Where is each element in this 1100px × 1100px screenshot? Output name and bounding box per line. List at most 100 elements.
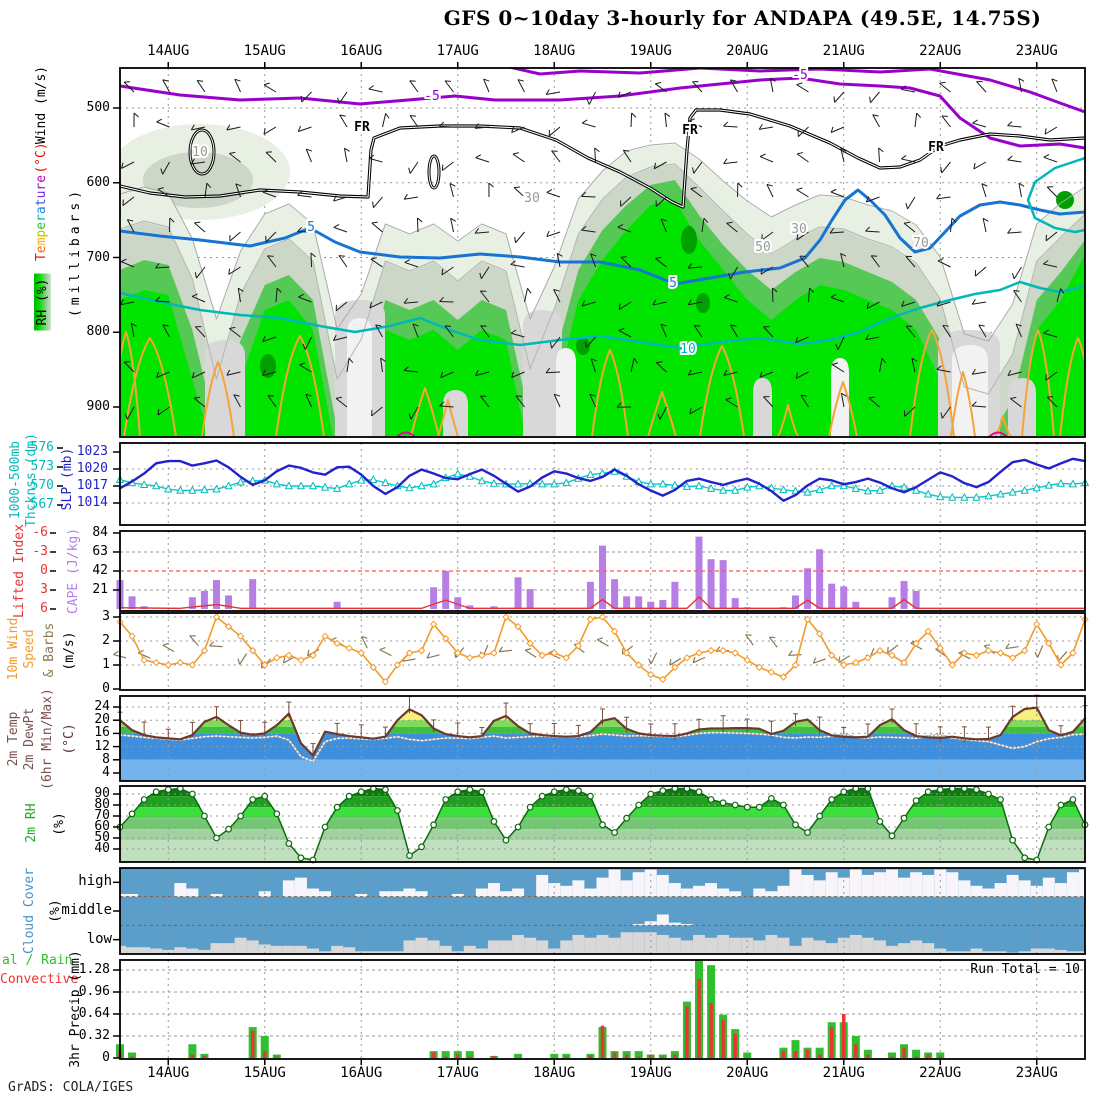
page-title: GFS 0~10day 3-hourly for ANDAPA (49.5E, … [443,6,1042,30]
tick-label: middle [61,902,112,918]
day-label: 22AUG [919,43,962,59]
contour-labels: -5 -5 FR FR FR 5 5 10 10 30 30 50 70 [190,66,946,359]
grads-credit: GrADS: COLA/IGES [8,1080,134,1095]
tick-label: 84 [92,524,108,540]
tick-label: 90 [94,786,110,801]
tick-label: 8 [102,751,110,767]
tick-label: 500 [86,100,110,115]
label-rh-chip: RH (%) [34,273,51,331]
day-label: 21AUG [822,43,865,59]
day-label: 19AUG [629,1065,672,1081]
tick-label: 40 [94,841,110,856]
tick-label: 1020 [76,461,108,476]
tick-label: 80 [94,797,110,812]
tick-label: 1.28 [78,962,110,977]
svg-text:10: 10 [192,145,208,160]
day-label: 18AUG [533,43,576,59]
svg-text:30: 30 [791,222,807,237]
day-label: 17AUG [436,43,479,59]
tick-label: 0 [102,681,110,696]
tick-label: 0.64 [78,1006,110,1021]
wind10m-panel [113,613,1089,690]
tick-label: 3 [40,581,48,597]
svg-text:50: 50 [755,240,771,255]
day-label: 20AUG [726,1065,769,1081]
cape-li-panel [116,531,1086,611]
label-temperature: Temperature [34,174,49,262]
day-label: 23AUG [1015,1065,1058,1081]
tick-label: 0.96 [78,984,110,999]
day-label: 16AUG [340,1065,383,1081]
svg-text:FR: FR [928,140,944,155]
svg-text:FR: FR [354,120,370,135]
panel-frames [50,62,1086,1065]
tick-label: 1014 [76,495,108,510]
slp-thickness-panel [116,443,1089,525]
tick-label: 70 [94,808,110,823]
tick-label: 576 [30,440,54,455]
rh2m-panel [116,785,1089,864]
tick-label: 1017 [76,478,108,493]
tick-label: 600 [86,174,110,190]
svg-text:-5: -5 [424,89,440,104]
tick-label: 20 [94,712,110,728]
label-minmax: (6hr Min/Max) [40,688,55,790]
tick-label: 24 [94,699,110,714]
precip-panel [116,960,1085,1059]
label-cloud-cover: Cloud Cover [22,867,37,955]
tick-label: low [86,930,112,947]
day-label: 16AUG [340,43,383,59]
label-barbs: & Barbs [42,622,57,678]
upper-air-panel [120,68,1085,437]
tick-label: high [78,873,112,890]
day-label: 22AUG [919,1065,962,1081]
label-convective: Convective [0,972,79,987]
tick-label: 800 [86,324,110,340]
label-speed: Speed [22,629,37,669]
tick-label: 3 [102,609,110,624]
svg-text:10: 10 [680,342,696,357]
svg-text:30: 30 [524,191,540,206]
tick-label: 6 [40,600,48,616]
cloud-panel [120,868,1085,954]
upper-air-wind-barbs [120,77,1065,420]
tick-label: 700 [86,249,110,265]
tick-label: 4 [102,765,110,780]
label-pct-rh: (%) [52,812,67,836]
tick-label: 2 [102,633,110,648]
surface-wind-barbs [113,634,1068,669]
day-label: 15AUG [243,1065,286,1081]
day-label: 23AUG [1015,43,1058,59]
tick-label: 900 [86,399,110,414]
tick-label: -6 [32,525,48,540]
tick-label: 570 [30,478,54,493]
tick-label: 0 [40,563,48,578]
label-2m-rh: 2m RH [24,803,39,843]
label-2m-temp: 2m Temp [6,711,21,767]
tick-label: 1 [102,657,110,672]
tick-label: 42 [92,562,108,578]
svg-text:FR: FR [682,123,698,138]
tick-label: 0.32 [78,1028,110,1043]
day-label: 18AUG [533,1065,576,1081]
run-total-text: Run Total = 10 [970,962,1080,977]
tick-label: 21 [92,581,108,597]
tick-label: -3 [32,544,48,559]
svg-text:5: 5 [669,276,677,291]
tick-label: 60 [94,819,110,834]
day-label: 17AUG [436,1065,479,1081]
tick-label: 1023 [76,444,108,459]
tick-label: 573 [30,459,54,474]
tick-label: 50 [94,830,110,845]
svg-text:-5: -5 [792,68,808,83]
tick-label: 63 [92,543,108,559]
tick-label: 0 [102,1050,110,1065]
tick-label: 16 [94,725,110,741]
day-label: 19AUG [629,43,672,59]
label-10m-wind: 10m Wind [6,617,21,681]
t2m-panel [117,694,1088,781]
label-degc: (°C) [34,142,49,174]
day-label: 14AUG [147,43,190,59]
label-2m-dewpt: 2m DewPt [22,707,37,771]
